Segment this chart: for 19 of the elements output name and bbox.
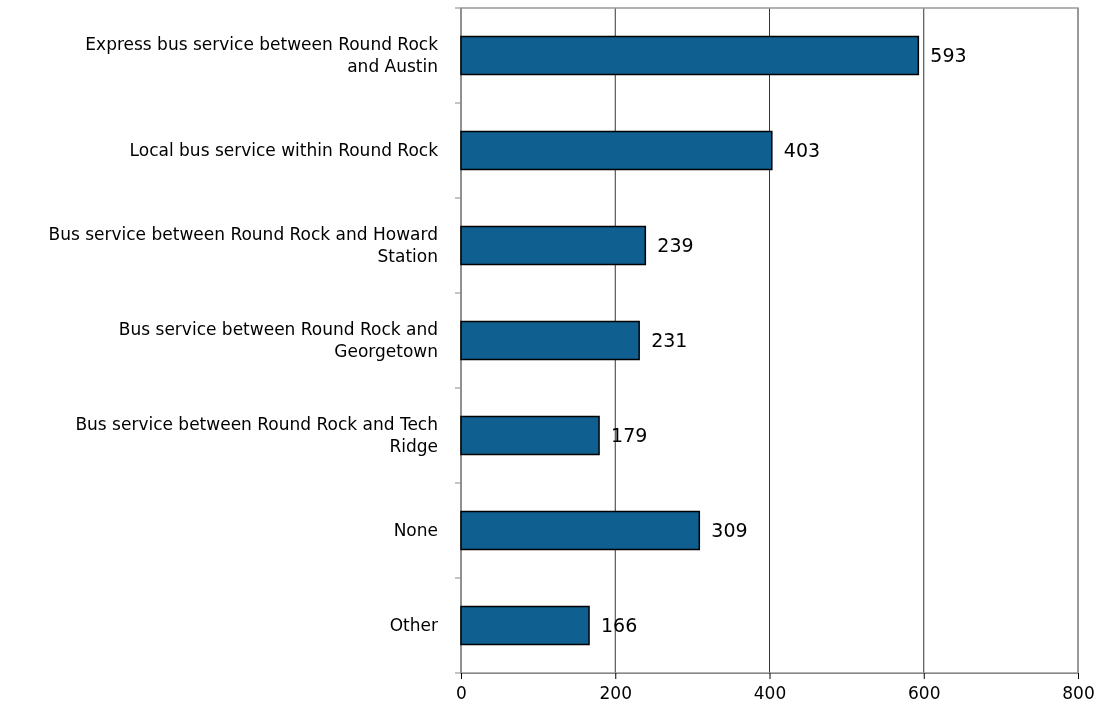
data-label: 239 (657, 234, 694, 257)
x-tick-label: 800 (1062, 683, 1095, 703)
bar (460, 415, 600, 456)
data-label: 593 (930, 44, 967, 67)
y-tick-label: Bus service between Round Rock and Georgetown (118, 319, 438, 362)
y-tick-label: Express bus service between Round Rock and Austin (85, 34, 439, 77)
y-tick-label: Bus service between Round Rock and Howard Station (48, 224, 438, 267)
y-tick-label: Local bus service within Round Rock (129, 140, 439, 161)
data-label: 309 (711, 519, 748, 542)
y-tick-label: Bus service between Round Rock and Tech Ridge (75, 414, 438, 457)
y-tick-label: None (393, 520, 438, 541)
x-tick-label: 600 (908, 683, 941, 703)
data-label: 231 (651, 329, 688, 352)
x-tick-label: 400 (753, 683, 787, 703)
x-tick-label: 200 (599, 683, 632, 703)
y-tick-label: Other (389, 615, 438, 636)
x-tick-label: 0 (456, 683, 467, 703)
data-label: 403 (783, 139, 821, 162)
bar (460, 605, 590, 646)
